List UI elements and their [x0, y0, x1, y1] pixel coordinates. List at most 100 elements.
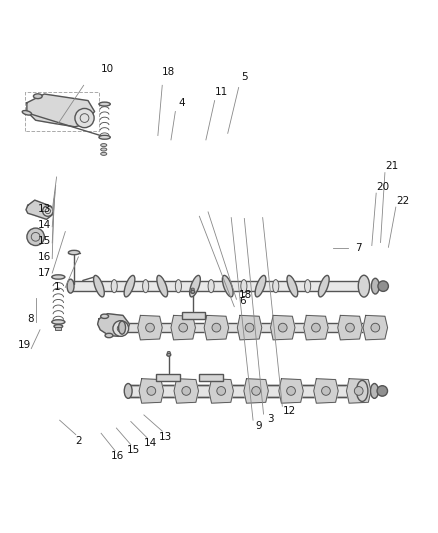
Ellipse shape	[101, 148, 107, 151]
Bar	[121, 323, 383, 333]
Circle shape	[217, 386, 226, 395]
Ellipse shape	[52, 275, 65, 279]
Polygon shape	[346, 379, 371, 403]
Polygon shape	[138, 316, 162, 340]
Text: 2: 2	[75, 436, 82, 446]
Circle shape	[377, 386, 388, 396]
Circle shape	[252, 386, 261, 395]
Ellipse shape	[167, 353, 171, 356]
Polygon shape	[279, 379, 303, 403]
Circle shape	[371, 323, 380, 332]
Ellipse shape	[167, 351, 170, 353]
Polygon shape	[363, 316, 388, 340]
Ellipse shape	[190, 276, 200, 297]
Ellipse shape	[99, 102, 110, 106]
Circle shape	[346, 323, 354, 332]
Text: 18: 18	[239, 290, 252, 300]
Ellipse shape	[67, 279, 74, 293]
Circle shape	[113, 321, 129, 336]
Text: 15: 15	[38, 236, 51, 246]
Circle shape	[378, 281, 389, 292]
Ellipse shape	[358, 275, 370, 297]
Polygon shape	[174, 379, 198, 403]
Text: 7: 7	[355, 243, 362, 253]
Circle shape	[179, 323, 187, 332]
Ellipse shape	[241, 280, 247, 293]
Text: 13: 13	[38, 204, 51, 214]
Ellipse shape	[208, 280, 214, 293]
Ellipse shape	[52, 320, 65, 324]
Polygon shape	[271, 316, 295, 340]
Text: 4: 4	[179, 98, 185, 108]
Polygon shape	[98, 313, 130, 336]
Bar	[199, 374, 223, 381]
Ellipse shape	[191, 288, 194, 290]
Polygon shape	[204, 316, 229, 340]
Circle shape	[42, 206, 53, 216]
Text: 14: 14	[143, 438, 157, 448]
Ellipse shape	[101, 152, 107, 156]
Text: 19: 19	[18, 340, 32, 350]
Text: 3: 3	[267, 414, 274, 424]
Circle shape	[279, 323, 287, 332]
Text: 6: 6	[240, 296, 246, 306]
Polygon shape	[244, 379, 268, 403]
Ellipse shape	[287, 276, 298, 297]
Ellipse shape	[111, 280, 117, 293]
Ellipse shape	[223, 276, 233, 297]
Bar	[127, 385, 363, 397]
Text: 8: 8	[27, 314, 34, 324]
Ellipse shape	[124, 384, 132, 398]
Circle shape	[245, 323, 254, 332]
Polygon shape	[237, 316, 262, 340]
Circle shape	[354, 386, 363, 395]
Ellipse shape	[175, 280, 181, 293]
Circle shape	[75, 108, 94, 128]
Ellipse shape	[94, 276, 104, 297]
Text: 11: 11	[215, 87, 228, 97]
Text: 12: 12	[283, 407, 297, 416]
Text: 15: 15	[127, 445, 141, 455]
Ellipse shape	[357, 381, 368, 401]
Circle shape	[27, 228, 44, 246]
Circle shape	[321, 386, 330, 395]
Bar	[182, 312, 205, 319]
Text: 1: 1	[54, 282, 61, 293]
Text: 10: 10	[101, 64, 114, 74]
Polygon shape	[209, 379, 233, 403]
Ellipse shape	[304, 280, 311, 293]
Text: 16: 16	[38, 252, 51, 262]
Text: 20: 20	[376, 182, 389, 192]
Ellipse shape	[22, 110, 32, 115]
Ellipse shape	[101, 314, 109, 318]
Text: 17: 17	[38, 268, 51, 278]
Text: 22: 22	[396, 196, 409, 206]
Ellipse shape	[68, 251, 80, 255]
Ellipse shape	[191, 290, 195, 293]
Ellipse shape	[105, 333, 113, 338]
Polygon shape	[314, 379, 338, 403]
Text: 14: 14	[38, 220, 51, 230]
Polygon shape	[338, 316, 362, 340]
Circle shape	[147, 386, 155, 395]
Circle shape	[311, 323, 320, 332]
Ellipse shape	[157, 276, 168, 297]
Ellipse shape	[33, 94, 42, 99]
Text: 5: 5	[241, 71, 247, 82]
Bar	[55, 327, 61, 330]
Text: 16: 16	[111, 451, 124, 462]
Text: 9: 9	[256, 421, 262, 431]
Ellipse shape	[99, 135, 110, 139]
Text: 13: 13	[159, 432, 173, 442]
Ellipse shape	[143, 280, 149, 293]
Ellipse shape	[371, 384, 378, 398]
Polygon shape	[171, 316, 195, 340]
Circle shape	[212, 323, 221, 332]
Bar	[68, 281, 367, 291]
Circle shape	[287, 386, 295, 395]
Ellipse shape	[318, 276, 329, 297]
Polygon shape	[139, 379, 163, 403]
Ellipse shape	[119, 321, 126, 334]
Ellipse shape	[124, 276, 135, 297]
Circle shape	[146, 323, 154, 332]
